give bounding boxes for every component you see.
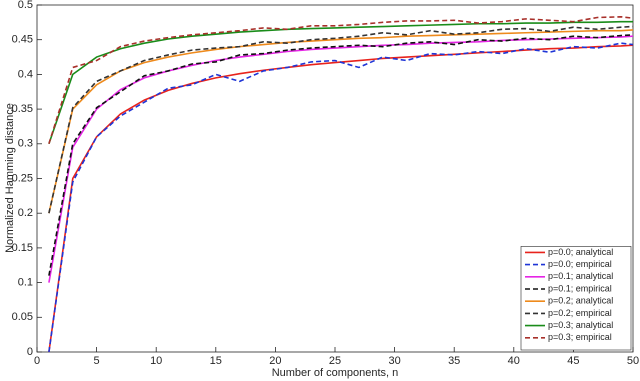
data-line bbox=[48, 42, 634, 353]
y-tick-label: 0.25 bbox=[12, 172, 33, 184]
legend-box bbox=[520, 246, 632, 351]
x-tick-label: 35 bbox=[448, 355, 460, 367]
x-tick-label: 50 bbox=[627, 355, 639, 367]
y-tick-label: 0.1 bbox=[18, 277, 33, 289]
legend-label: p=0.3; empirical bbox=[548, 332, 612, 342]
legend: p=0.0; analytical p=0.0; empirical p=0.1; … bbox=[520, 246, 632, 351]
legend-label: p=0.3; analytical bbox=[548, 320, 613, 330]
data-line bbox=[48, 15, 634, 145]
legend-label: p=0.2; analytical bbox=[548, 296, 613, 306]
x-tick-label: 5 bbox=[94, 355, 100, 367]
y-tick-label: 0.15 bbox=[12, 242, 33, 254]
legend-label: p=0.2; empirical bbox=[548, 308, 612, 318]
y-axis-label: Normalized Hamming distance bbox=[4, 103, 16, 253]
x-axis-label: Number of components, n bbox=[272, 367, 399, 379]
data-line bbox=[48, 44, 634, 353]
x-tick-label: 15 bbox=[210, 355, 222, 367]
legend-label: p=0.1; empirical bbox=[548, 283, 612, 293]
y-tick-label: 0.2 bbox=[18, 207, 33, 219]
data-line bbox=[48, 29, 634, 214]
x-tick-label: 20 bbox=[269, 355, 281, 367]
y-tick-label: 0.05 bbox=[12, 311, 33, 323]
x-tick-label: 45 bbox=[567, 355, 579, 367]
y-tick-label: 0.4 bbox=[18, 68, 33, 80]
x-tick-label: 40 bbox=[508, 355, 520, 367]
data-line bbox=[48, 20, 633, 145]
x-tick-label: 0 bbox=[34, 355, 40, 367]
x-tick-label: 30 bbox=[388, 355, 400, 367]
legend-label: p=0.1; analytical bbox=[548, 271, 613, 281]
y-tick-label: 0 bbox=[27, 346, 33, 358]
x-tick-label: 10 bbox=[150, 355, 162, 367]
x-tick-label: 25 bbox=[329, 355, 341, 367]
data-line bbox=[48, 25, 634, 214]
y-tick-label: 0.35 bbox=[12, 103, 33, 115]
y-tick-label: 0.5 bbox=[18, 0, 33, 11]
y-tick-label: 0.3 bbox=[18, 138, 33, 150]
legend-label: p=0.0; analytical bbox=[548, 247, 613, 257]
y-tick-label: 0.45 bbox=[12, 34, 33, 46]
data-line bbox=[48, 34, 634, 276]
legend-label: p=0.0; empirical bbox=[548, 259, 612, 269]
